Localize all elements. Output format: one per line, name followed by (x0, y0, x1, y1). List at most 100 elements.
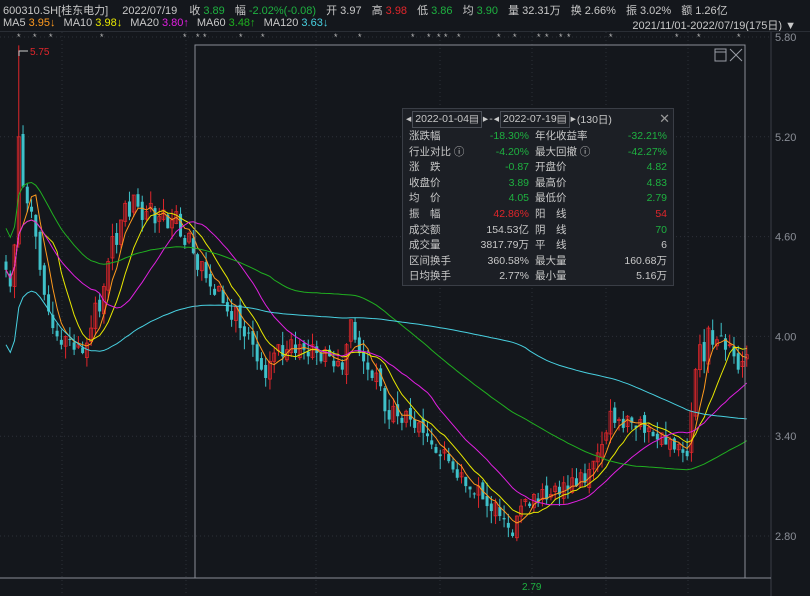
candle-body (340, 362, 344, 370)
low-label: 低 (417, 5, 429, 17)
close-icon[interactable] (729, 48, 743, 62)
end-next-icon[interactable]: ▸ (570, 113, 576, 125)
start-prev-icon[interactable]: ◂ (406, 113, 412, 125)
ma-legend-name: MA20 (130, 17, 159, 29)
stat-value: 54 (655, 207, 667, 220)
stat-value: 4.82 (646, 161, 667, 174)
calendar-icon[interactable]: ▤ (469, 112, 479, 125)
symbol: 600310.SH[桂东电力] (3, 5, 109, 17)
candle-body (583, 473, 587, 483)
date-range-selector[interactable]: 2021/11/01-2022/07/19(175日) ▼ (632, 17, 796, 33)
candle-body (8, 273, 12, 287)
candle-body (430, 440, 434, 445)
candle-body (242, 326, 246, 337)
candle-body (379, 368, 383, 387)
start-date: 2022-01-04 (415, 112, 469, 125)
candle-body (30, 206, 34, 212)
candle-body (736, 353, 740, 370)
candle-body (144, 211, 149, 220)
candle-body (119, 219, 123, 245)
candle-body (216, 286, 221, 292)
candle-body (25, 186, 29, 204)
max-arrow-icon (18, 50, 28, 56)
candle-body (566, 485, 570, 490)
quote-header: 600310.SH[桂东电力] 2022/07/19 收 3.89 幅 -2.02%… (3, 2, 731, 17)
stat-label: 最小量 (535, 270, 567, 283)
candle-body (668, 439, 673, 450)
candle-body (81, 347, 85, 354)
stat-value: 3817.79万 (480, 239, 529, 252)
candle-body (68, 339, 72, 341)
quote-date: 2022/07/19 (122, 5, 178, 17)
candle-body (570, 477, 575, 493)
candle-body (4, 261, 8, 270)
candle-body (387, 410, 391, 420)
change-label: 幅 (234, 5, 246, 17)
close-icon[interactable]: ✕ (659, 111, 670, 126)
candle-body (38, 231, 42, 270)
dropdown-triangle-icon[interactable]: ▼ (785, 20, 796, 32)
candle-body (421, 418, 425, 433)
candle-body (72, 342, 76, 350)
candle-body (613, 407, 617, 423)
y-tick-label: 4.00 (775, 331, 796, 343)
candle-body (396, 404, 400, 417)
stat-value: 4.05 (508, 192, 529, 205)
stat-label: 成交额 (409, 223, 441, 236)
event-star-icon: * (17, 32, 21, 42)
candle-body (681, 449, 685, 453)
y-tick-label: 3.40 (775, 431, 796, 443)
event-star-icon: * (239, 32, 243, 42)
ma-legend-name: MA5 (3, 17, 26, 29)
start-date-input[interactable]: 2022-01-04▤ (412, 110, 482, 128)
maximize-icon[interactable] (714, 48, 727, 62)
stat-label: 阴 线 (535, 223, 567, 236)
candle-body (732, 346, 736, 357)
event-star-icon: * (49, 32, 53, 42)
candle-body (140, 201, 144, 220)
y-tick-label: 5.20 (775, 132, 796, 144)
event-star-icon: * (437, 32, 441, 42)
candle-body (310, 344, 315, 358)
event-star-icon: * (567, 32, 571, 42)
start-next-icon[interactable]: ▸ (482, 113, 489, 125)
candle-body (617, 419, 621, 421)
candle-body (255, 344, 259, 362)
event-star-icon: * (513, 32, 517, 42)
date-separator: - (489, 113, 493, 125)
candle-body (42, 265, 46, 295)
calendar-icon[interactable]: ▤ (556, 112, 567, 125)
event-star-icon: * (497, 32, 501, 42)
candle-body (251, 331, 255, 345)
candle-body (148, 202, 153, 210)
amplitude-label: 振 (625, 5, 637, 17)
candle-body (366, 362, 370, 370)
end-date-input[interactable]: 2022-07-19▤ (499, 110, 570, 128)
candle-body (348, 319, 353, 342)
turnover-value: 2.66% (584, 5, 616, 17)
kline-chart[interactable]: 5.805.204.604.003.402.80* * * * * * * * * * * * * * * *… (0, 32, 810, 596)
candle-body (468, 486, 472, 490)
amplitude-value: 3.02% (639, 5, 672, 17)
candle-body (400, 417, 404, 423)
stat-label: 行业对比 ⓘ (409, 145, 465, 158)
stat-label: 最大量 (535, 254, 567, 267)
candle-body (557, 486, 561, 495)
candle-body (268, 360, 272, 380)
candle-body (447, 453, 451, 462)
end-prev-icon[interactable]: ◂ (493, 113, 499, 125)
event-star-icon: * (697, 32, 701, 42)
ma-legend-value: 3.48↑ (228, 17, 256, 29)
candle-body (455, 469, 459, 478)
candle-body (12, 244, 17, 287)
candle-body (93, 302, 98, 330)
close-value: 3.89 (203, 5, 225, 17)
candle-body (540, 489, 545, 500)
event-star-icon: * (261, 32, 265, 42)
ma-legend: MA5 3.95↓ MA10 3.98↓ MA20 3.80↑ MA60 3.48↑ MA120… (3, 17, 336, 30)
min-price-label: 2.79 (522, 582, 542, 593)
ma-legend-value: 3.98↓ (95, 17, 123, 29)
candle-body (259, 358, 263, 370)
ma-legend-name: MA10 (63, 17, 93, 29)
ma-legend-name: MA120 (263, 17, 299, 29)
